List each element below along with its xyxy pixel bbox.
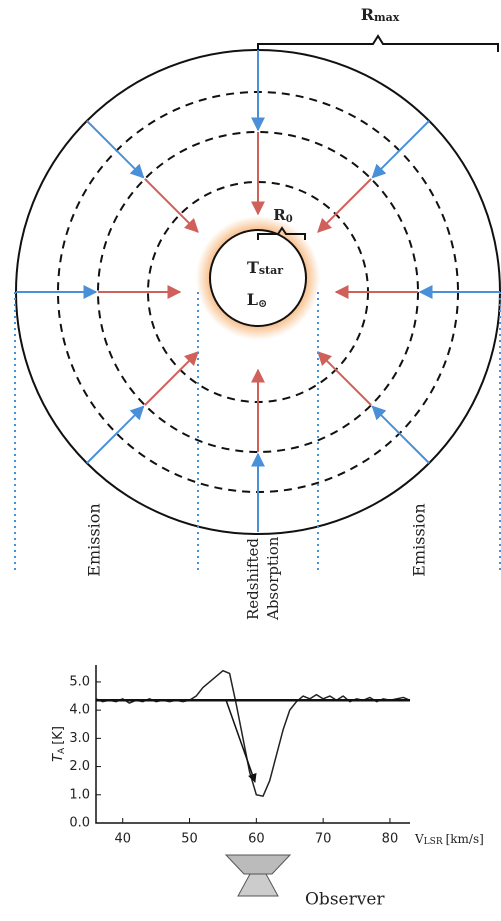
tstar-main: T	[247, 258, 259, 277]
observer-dish	[226, 855, 290, 896]
y-tick-label: 4.0	[69, 703, 90, 718]
y-label-unit: [K]	[51, 726, 66, 745]
rmax-main: R	[361, 5, 375, 24]
emission-label: Emission	[410, 503, 429, 576]
blue-arrow	[373, 121, 430, 178]
star	[210, 230, 306, 326]
blue-arrow	[373, 407, 430, 464]
y-tick-label: 2.0	[69, 759, 90, 774]
y-tick-label: 1.0	[69, 787, 90, 802]
x-tick-label: 60	[248, 832, 265, 847]
x-tick-label: 70	[315, 832, 332, 847]
y-tick-label: 5.0	[69, 674, 90, 689]
diagram: Rmax R0 Tstar L⊙ Emission Redshifted Abs…	[0, 0, 501, 921]
emission-label: Emission	[85, 503, 104, 576]
r0-sub: 0	[286, 214, 293, 225]
tstar-sub: star	[259, 264, 283, 277]
r0-main: R	[273, 206, 286, 224]
rmax-bracket	[258, 36, 498, 52]
axes	[96, 665, 410, 823]
rmax-sub: max	[374, 11, 400, 24]
blue-arrow	[87, 407, 144, 464]
x-label-main: V	[414, 832, 424, 846]
x-tick-label: 40	[114, 832, 131, 847]
x-tick-label: 50	[181, 832, 198, 847]
x-axis-label: VLSR[km/s]	[414, 832, 484, 847]
annotation-arrow	[226, 700, 255, 782]
r0-label: R0	[273, 206, 292, 225]
x-label-sub: LSR	[424, 837, 443, 847]
rmax-label: Rmax	[361, 5, 400, 25]
y-tick-label: 3.0	[69, 731, 90, 746]
x-label-unit: [km/s]	[446, 832, 484, 846]
red-arrow	[145, 179, 198, 232]
observer-label: Observer	[305, 890, 385, 910]
redshifted-label: Redshifted	[244, 538, 262, 620]
y-label-sub: A	[57, 747, 67, 754]
absorption-label: Absorption	[264, 536, 282, 621]
lsun-sub: ⊙	[258, 297, 267, 310]
dish-base	[238, 874, 278, 896]
x-tick-label: 80	[382, 832, 399, 847]
y-axis-label: TA[K]	[51, 726, 67, 762]
lsun-main: L	[247, 290, 258, 309]
blue-arrow	[87, 121, 144, 178]
y-tick-label: 0.0	[69, 816, 90, 831]
dish	[226, 855, 290, 874]
